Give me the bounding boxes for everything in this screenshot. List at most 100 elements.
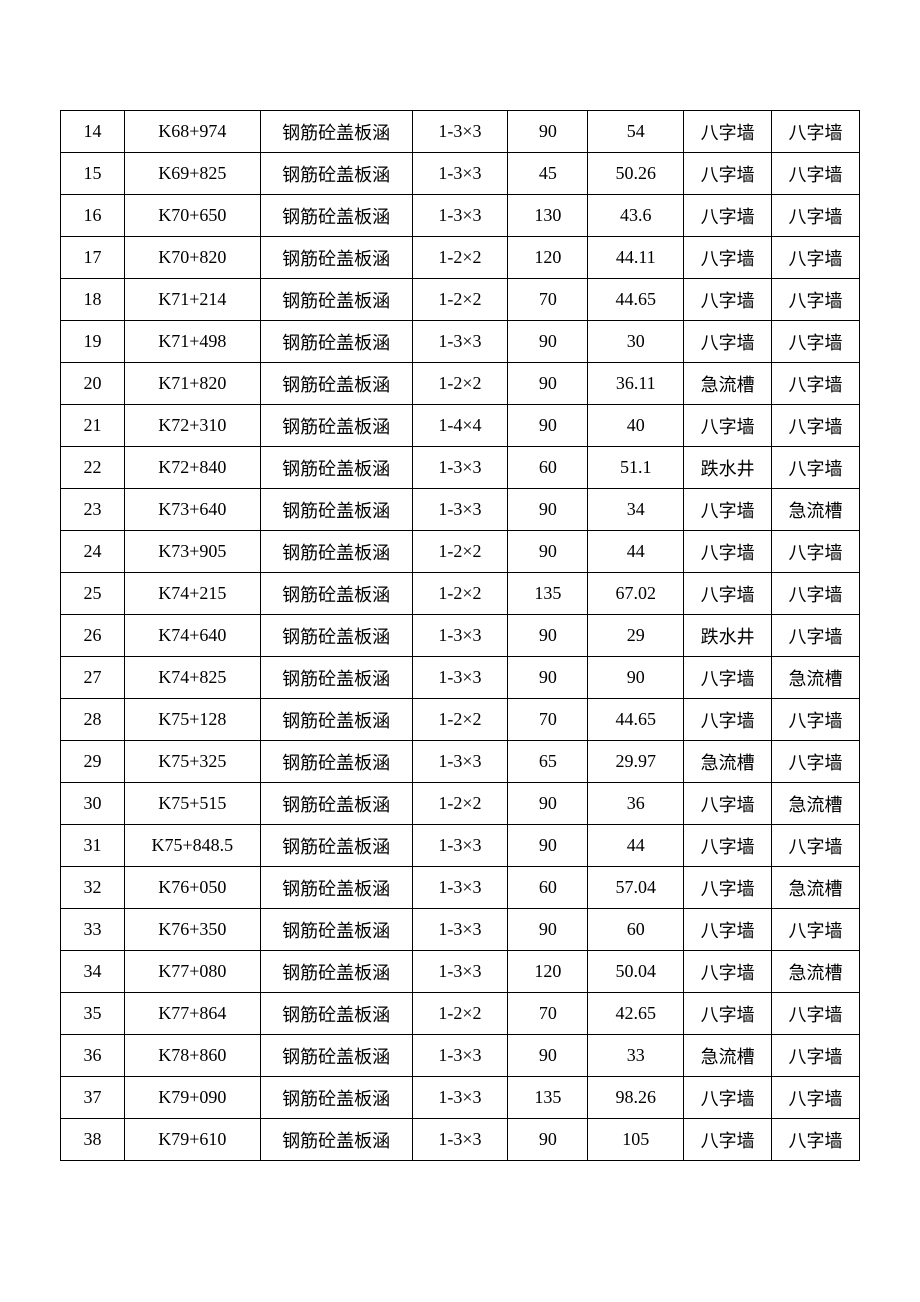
table-cell: K75+515	[124, 783, 260, 825]
table-cell: 八字墙	[772, 531, 860, 573]
table-cell: 钢筋砼盖板涵	[260, 279, 412, 321]
table-cell: 八字墙	[684, 111, 772, 153]
table-cell: K73+905	[124, 531, 260, 573]
table-cell: 90	[508, 657, 588, 699]
table-cell: 钢筋砼盖板涵	[260, 1077, 412, 1119]
table-cell: 八字墙	[684, 657, 772, 699]
table-cell: K69+825	[124, 153, 260, 195]
table-cell: 钢筋砼盖板涵	[260, 825, 412, 867]
table-cell: 90	[508, 531, 588, 573]
table-cell: 90	[508, 783, 588, 825]
document-page: 14K68+974钢筋砼盖板涵1-3×39054八字墙八字墙15K69+825钢…	[0, 0, 920, 1302]
table-cell: 钢筋砼盖板涵	[260, 909, 412, 951]
table-cell: 135	[508, 573, 588, 615]
table-row: 30K75+515钢筋砼盖板涵1-2×29036八字墙急流槽	[61, 783, 860, 825]
table-cell: 八字墙	[684, 321, 772, 363]
table-cell: 急流槽	[772, 489, 860, 531]
table-cell: 急流槽	[772, 657, 860, 699]
table-cell: 八字墙	[684, 1119, 772, 1161]
table-cell: 八字墙	[772, 195, 860, 237]
table-cell: 1-4×4	[412, 405, 508, 447]
table-cell: 54	[588, 111, 684, 153]
table-cell: 33	[588, 1035, 684, 1077]
table-cell: 八字墙	[772, 447, 860, 489]
table-cell: K77+864	[124, 993, 260, 1035]
table-row: 22K72+840钢筋砼盖板涵1-3×36051.1跌水井八字墙	[61, 447, 860, 489]
table-row: 28K75+128钢筋砼盖板涵1-2×27044.65八字墙八字墙	[61, 699, 860, 741]
table-cell: 65	[508, 741, 588, 783]
table-cell: 50.26	[588, 153, 684, 195]
table-cell: K71+820	[124, 363, 260, 405]
table-cell: K79+090	[124, 1077, 260, 1119]
table-cell: 17	[61, 237, 125, 279]
table-cell: 1-2×2	[412, 279, 508, 321]
table-cell: 22	[61, 447, 125, 489]
table-cell: 急流槽	[684, 741, 772, 783]
table-cell: 1-3×3	[412, 1035, 508, 1077]
table-cell: 36	[588, 783, 684, 825]
table-cell: K76+350	[124, 909, 260, 951]
culvert-table: 14K68+974钢筋砼盖板涵1-3×39054八字墙八字墙15K69+825钢…	[60, 110, 860, 1161]
table-cell: 130	[508, 195, 588, 237]
table-cell: 15	[61, 153, 125, 195]
table-cell: K72+310	[124, 405, 260, 447]
table-cell: 51.1	[588, 447, 684, 489]
table-cell: 八字墙	[772, 363, 860, 405]
table-cell: 八字墙	[772, 993, 860, 1035]
table-cell: 钢筋砼盖板涵	[260, 111, 412, 153]
table-cell: 急流槽	[684, 1035, 772, 1077]
table-cell: 八字墙	[772, 237, 860, 279]
table-cell: 50.04	[588, 951, 684, 993]
table-cell: 急流槽	[772, 783, 860, 825]
table-cell: 1-2×2	[412, 993, 508, 1035]
table-cell: 八字墙	[772, 1077, 860, 1119]
table-cell: 44.11	[588, 237, 684, 279]
table-cell: 1-3×3	[412, 489, 508, 531]
table-cell: 1-3×3	[412, 825, 508, 867]
table-cell: 八字墙	[684, 909, 772, 951]
table-cell: 70	[508, 699, 588, 741]
table-cell: 40	[588, 405, 684, 447]
table-cell: 34	[588, 489, 684, 531]
table-cell: 钢筋砼盖板涵	[260, 615, 412, 657]
table-cell: 19	[61, 321, 125, 363]
table-cell: 跌水井	[684, 615, 772, 657]
table-cell: 27	[61, 657, 125, 699]
table-cell: K70+650	[124, 195, 260, 237]
table-cell: K78+860	[124, 1035, 260, 1077]
table-cell: 1-3×3	[412, 657, 508, 699]
table-cell: 18	[61, 279, 125, 321]
table-body: 14K68+974钢筋砼盖板涵1-3×39054八字墙八字墙15K69+825钢…	[61, 111, 860, 1161]
table-row: 23K73+640钢筋砼盖板涵1-3×39034八字墙急流槽	[61, 489, 860, 531]
table-cell: 八字墙	[684, 783, 772, 825]
table-cell: 1-3×3	[412, 615, 508, 657]
table-cell: 八字墙	[772, 825, 860, 867]
table-cell: 90	[508, 363, 588, 405]
table-cell: 21	[61, 405, 125, 447]
table-cell: K73+640	[124, 489, 260, 531]
table-cell: 八字墙	[684, 489, 772, 531]
table-cell: 八字墙	[772, 1035, 860, 1077]
table-cell: K75+848.5	[124, 825, 260, 867]
table-cell: 44.65	[588, 699, 684, 741]
table-cell: K79+610	[124, 1119, 260, 1161]
table-cell: 八字墙	[772, 405, 860, 447]
table-row: 33K76+350钢筋砼盖板涵1-3×39060八字墙八字墙	[61, 909, 860, 951]
table-cell: 钢筋砼盖板涵	[260, 741, 412, 783]
table-cell: 钢筋砼盖板涵	[260, 153, 412, 195]
table-cell: 1-2×2	[412, 531, 508, 573]
table-cell: K70+820	[124, 237, 260, 279]
table-row: 24K73+905钢筋砼盖板涵1-2×29044八字墙八字墙	[61, 531, 860, 573]
table-cell: 90	[508, 405, 588, 447]
table-row: 29K75+325钢筋砼盖板涵1-3×36529.97急流槽八字墙	[61, 741, 860, 783]
table-cell: 八字墙	[684, 531, 772, 573]
table-cell: 钢筋砼盖板涵	[260, 699, 412, 741]
table-cell: 45	[508, 153, 588, 195]
table-cell: 1-3×3	[412, 447, 508, 489]
table-cell: 38	[61, 1119, 125, 1161]
table-cell: K74+825	[124, 657, 260, 699]
table-cell: 钢筋砼盖板涵	[260, 405, 412, 447]
table-cell: 30	[588, 321, 684, 363]
table-cell: 八字墙	[684, 951, 772, 993]
table-cell: 98.26	[588, 1077, 684, 1119]
